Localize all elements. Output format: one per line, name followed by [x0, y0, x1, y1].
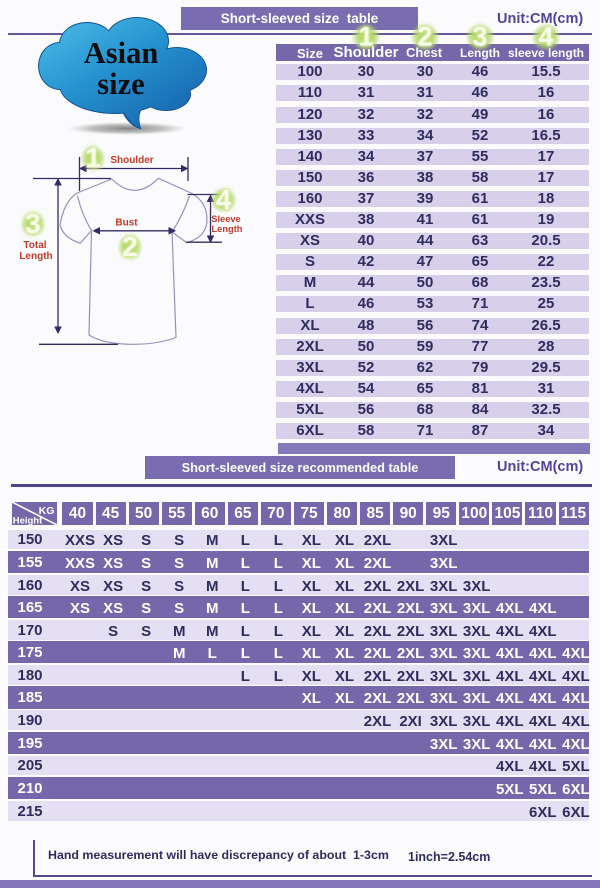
svg-text:Length: Length — [19, 251, 52, 262]
svg-text:KG: KG — [39, 504, 55, 516]
svg-text:Height: Height — [13, 515, 43, 525]
svg-text:Length: Length — [212, 224, 243, 234]
svg-text:Bust: Bust — [115, 218, 138, 229]
svg-text:Total: Total — [23, 240, 46, 251]
svg-text:Shoulder: Shoulder — [110, 155, 153, 166]
svg-text:Sleeve: Sleeve — [211, 214, 240, 224]
